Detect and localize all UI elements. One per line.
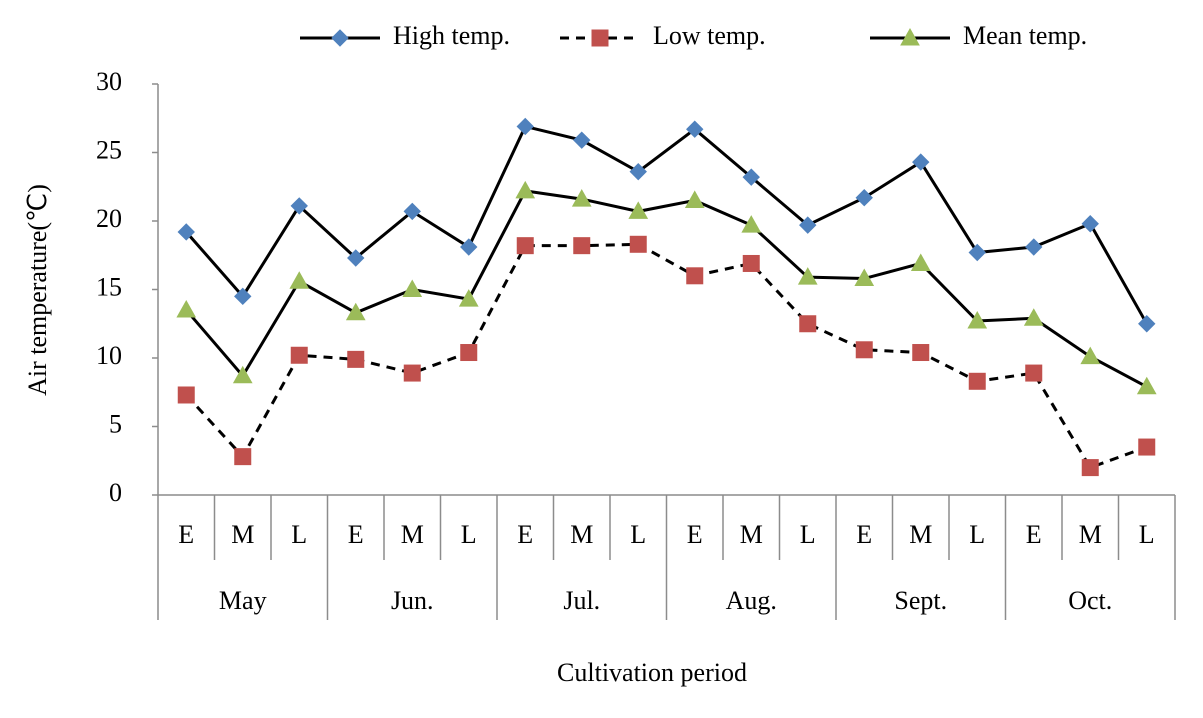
marker xyxy=(573,237,591,255)
legend-marker xyxy=(900,27,920,46)
marker xyxy=(629,162,647,181)
marker xyxy=(177,223,195,241)
group-label: Jun. xyxy=(391,586,434,615)
x-tick-label: E xyxy=(348,520,364,549)
group-label: Oct. xyxy=(1068,586,1112,615)
marker xyxy=(1025,364,1043,382)
marker xyxy=(1025,238,1043,256)
legend-label: Low temp. xyxy=(653,21,766,50)
y-tick-label: 5 xyxy=(109,409,122,438)
x-tick-label: M xyxy=(1079,520,1102,549)
series-line xyxy=(185,189,1148,389)
x-tick-label: L xyxy=(969,520,985,549)
marker xyxy=(234,448,252,466)
marker xyxy=(516,237,534,255)
series-line xyxy=(185,124,1149,325)
series-line xyxy=(185,242,1148,470)
x-tick-label: M xyxy=(570,520,593,549)
marker xyxy=(628,201,649,219)
y-tick-label: 10 xyxy=(96,341,122,370)
x-tick-label: L xyxy=(461,520,477,549)
marker xyxy=(797,267,818,285)
y-tick-label: 20 xyxy=(96,204,122,233)
legend-marker xyxy=(331,29,349,47)
marker xyxy=(176,300,197,318)
marker xyxy=(573,131,591,149)
group-label: Aug. xyxy=(726,586,777,615)
marker xyxy=(799,315,817,333)
marker xyxy=(1136,376,1157,395)
legend-label: High temp. xyxy=(393,21,510,50)
marker xyxy=(289,271,310,289)
y-tick-label: 30 xyxy=(96,67,122,96)
marker xyxy=(458,289,479,307)
marker xyxy=(345,302,366,321)
marker xyxy=(910,253,931,271)
marker xyxy=(742,254,760,272)
marker xyxy=(515,180,536,199)
marker xyxy=(968,372,986,390)
legend-marker xyxy=(591,29,609,47)
x-tick-label: E xyxy=(687,520,703,549)
marker xyxy=(742,168,760,186)
marker xyxy=(629,235,647,253)
marker xyxy=(854,268,875,287)
x-tick-label: E xyxy=(1026,520,1042,549)
group-label: Sept. xyxy=(894,586,947,615)
marker xyxy=(686,267,704,285)
marker xyxy=(684,190,705,208)
marker xyxy=(1138,315,1156,333)
marker xyxy=(968,243,986,262)
x-tick-label: E xyxy=(517,520,533,549)
group-label: Jul. xyxy=(563,586,600,615)
x-tick-label: L xyxy=(291,520,307,549)
marker xyxy=(967,310,988,329)
marker xyxy=(686,120,704,138)
marker xyxy=(741,215,762,233)
marker xyxy=(912,344,930,362)
marker xyxy=(460,238,478,256)
marker xyxy=(912,153,930,171)
x-axis-title: Cultivation period xyxy=(557,658,747,687)
marker xyxy=(516,117,534,136)
marker xyxy=(571,189,592,207)
x-tick-label: M xyxy=(909,520,932,549)
x-tick-label: L xyxy=(1139,520,1155,549)
legend-label: Mean temp. xyxy=(963,21,1087,50)
group-label: May xyxy=(219,586,267,615)
x-tick-label: L xyxy=(630,520,646,549)
y-tick-label: 15 xyxy=(96,272,122,301)
marker xyxy=(232,365,253,384)
marker xyxy=(234,287,252,306)
y-tick-label: 0 xyxy=(109,478,122,507)
x-tick-label: M xyxy=(231,520,254,549)
marker xyxy=(1081,215,1099,233)
marker xyxy=(347,249,365,267)
x-tick-label: E xyxy=(178,520,194,549)
marker xyxy=(1138,438,1156,456)
x-tick-label: E xyxy=(856,520,872,549)
marker xyxy=(402,279,423,297)
marker xyxy=(290,346,308,364)
marker xyxy=(1081,459,1099,477)
marker xyxy=(1023,308,1044,326)
marker xyxy=(290,197,308,215)
marker xyxy=(460,344,478,362)
x-tick-label: M xyxy=(401,520,424,549)
y-axis-title: Air temperature(℃) xyxy=(23,184,52,396)
y-tick-label: 25 xyxy=(96,135,122,164)
marker xyxy=(855,341,873,359)
marker xyxy=(1080,346,1101,365)
marker xyxy=(403,364,421,382)
marker xyxy=(347,350,365,368)
marker xyxy=(799,216,817,234)
marker xyxy=(177,386,195,404)
x-tick-label: M xyxy=(740,520,763,549)
marker xyxy=(403,202,421,221)
x-tick-label: L xyxy=(800,520,816,549)
marker xyxy=(855,189,873,207)
